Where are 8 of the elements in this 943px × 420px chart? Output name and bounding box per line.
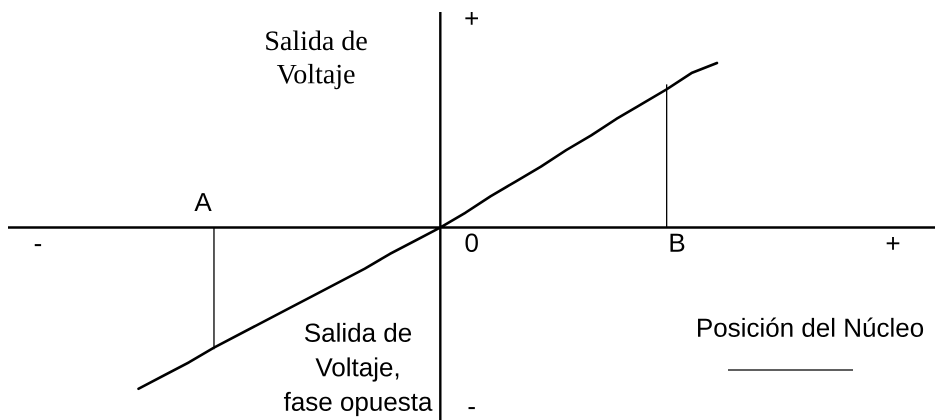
text: + xyxy=(465,12,478,25)
annotation: 0 xyxy=(465,234,478,252)
text: - xyxy=(468,407,475,410)
x-axis-title: Posición del Núcleo xyxy=(698,318,924,337)
annotation: B xyxy=(670,234,684,252)
annotation: Salida de Voltaje, fase opuesta xyxy=(284,322,432,416)
y-axis-title: Salida de Voltaje xyxy=(266,30,367,90)
annotation: A xyxy=(194,193,212,211)
